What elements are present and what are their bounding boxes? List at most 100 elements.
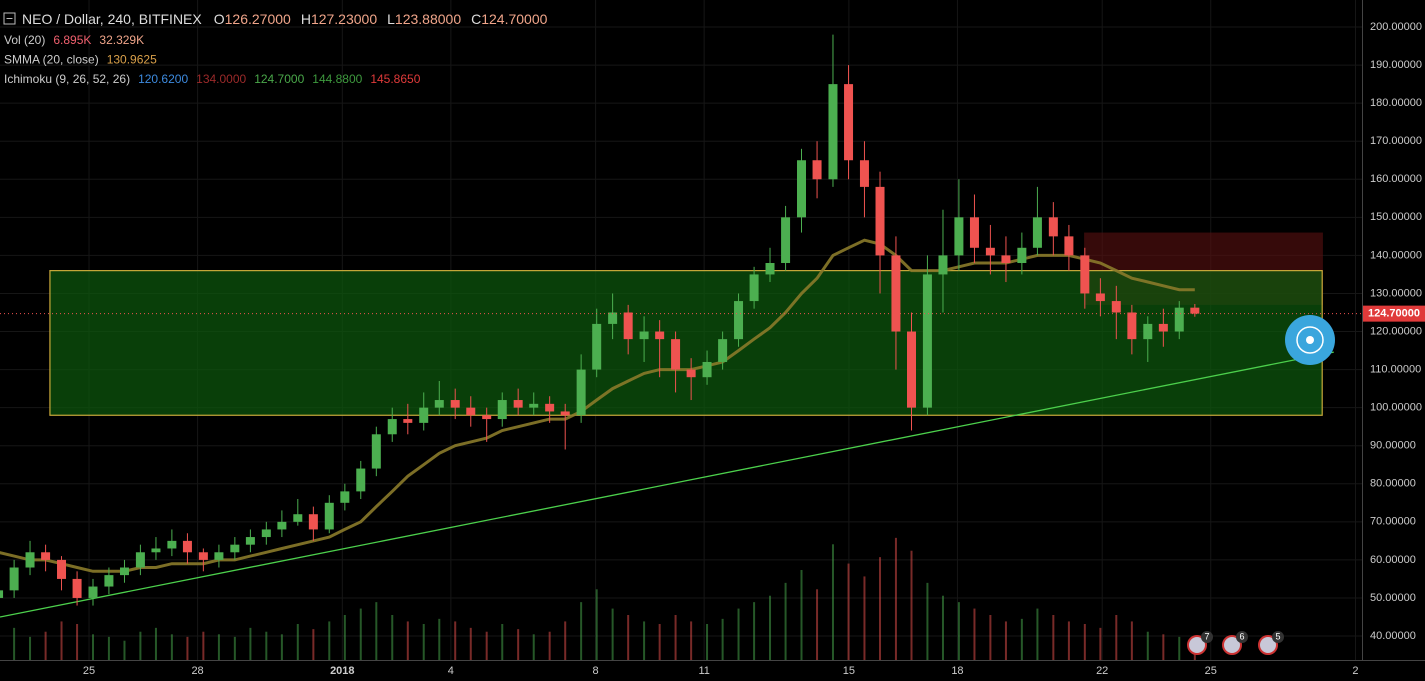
volume-bar <box>154 627 157 660</box>
volume-bar <box>831 544 834 660</box>
candle-body <box>167 540 177 549</box>
volume-bar <box>721 618 724 660</box>
candle-body <box>1064 236 1074 256</box>
y-tick-label: 160.00000 <box>1370 173 1422 185</box>
scroll-button[interactable] <box>1285 315 1335 365</box>
candle-body <box>954 217 964 256</box>
volume-bar <box>170 634 173 660</box>
volume-bar <box>517 629 520 660</box>
y-tick-label: 120.00000 <box>1370 325 1422 337</box>
volume-bar <box>280 634 283 660</box>
volume-bar <box>91 634 94 660</box>
candle-body <box>844 84 854 161</box>
price-axis-bg <box>1362 0 1425 681</box>
candle-body <box>938 255 948 275</box>
x-tick-label: 28 <box>191 665 203 677</box>
volume-bar <box>595 589 598 660</box>
volume-bar <box>1004 621 1007 660</box>
support-zone <box>49 270 1323 416</box>
ohlc-key: C <box>471 11 481 27</box>
volume-bar <box>406 621 409 660</box>
volume-bar <box>249 627 252 660</box>
volume-bar <box>847 563 850 660</box>
candle-body <box>906 331 916 408</box>
x-tick-label: 18 <box>951 665 963 677</box>
indicator-row: Ichimoku (9, 26, 52, 26) 120.6200 134.0000… <box>4 72 421 86</box>
candle-body <box>796 160 806 218</box>
y-tick-label: 140.00000 <box>1370 249 1422 261</box>
indicator-value: 120.6200 <box>138 72 188 86</box>
volume-bar <box>107 636 110 660</box>
candle-body <box>875 186 885 256</box>
volume-bar <box>1099 627 1102 660</box>
volume-bar <box>769 595 772 660</box>
volume-bar <box>217 634 220 660</box>
candle-body <box>734 301 744 340</box>
candle-body <box>702 361 712 378</box>
candle-body <box>198 552 208 560</box>
candle-body <box>1017 247 1027 264</box>
collapse-button[interactable] <box>3 12 16 25</box>
candle-body <box>277 521 287 530</box>
volume-bar <box>611 608 614 660</box>
x-tick-label: 25 <box>1205 665 1217 677</box>
candle-body <box>434 400 444 408</box>
volume-bar <box>265 631 268 660</box>
trend-line <box>0 351 1334 618</box>
candle-body <box>0 590 4 598</box>
volume-bar <box>706 624 709 660</box>
volume-bar <box>1178 636 1181 660</box>
indicator-value: 6.895K <box>53 33 91 47</box>
event-badge[interactable] <box>1187 635 1207 655</box>
candle-body <box>9 567 19 591</box>
volume-bar <box>60 621 63 660</box>
volume-bar <box>422 624 425 660</box>
volume-bar <box>973 608 976 660</box>
y-tick-label: 130.00000 <box>1370 287 1422 299</box>
volume-bar <box>1083 624 1086 660</box>
candle-body <box>671 339 681 370</box>
candle-body <box>57 559 67 579</box>
candle-body <box>104 575 114 587</box>
badge-count-bg <box>1201 631 1213 643</box>
candle-body <box>340 491 350 503</box>
candle-body <box>859 160 869 187</box>
x-tick-label: 2 <box>1352 665 1358 677</box>
badge-count: 6 <box>1239 631 1244 641</box>
ohlc-value: 123.88000 <box>395 11 461 27</box>
volume-bar <box>658 624 661 660</box>
candle-body <box>828 84 838 180</box>
volume-bar <box>296 624 299 660</box>
candle-body <box>1032 217 1042 248</box>
volume-bar <box>1162 634 1165 660</box>
legend: NEO / Dollar, 240, BITFINEX O126.27000 H12… <box>3 11 548 86</box>
volume-bar <box>29 636 32 660</box>
volume-bar <box>391 615 394 660</box>
y-tick-label: 110.00000 <box>1370 363 1421 375</box>
candle-body <box>576 369 586 416</box>
candle-body <box>781 217 791 264</box>
candle-body <box>969 217 979 248</box>
candle-body <box>41 552 51 560</box>
ohlc-key: L <box>387 11 395 27</box>
volume-bar <box>343 615 346 660</box>
event-badge[interactable] <box>1258 635 1278 655</box>
volume-bar <box>485 631 488 660</box>
volume-bar <box>233 636 236 660</box>
badge-count-bg <box>1272 631 1284 643</box>
candle-body <box>135 552 145 568</box>
time-axis-bg <box>0 660 1425 681</box>
candle-body <box>592 323 602 370</box>
event-badge[interactable] <box>1222 635 1242 655</box>
last-price-label: 124.70000 <box>1368 308 1420 320</box>
candle-body <box>513 400 523 408</box>
x-tick-label: 11 <box>698 665 709 677</box>
volume-bar <box>186 636 189 660</box>
x-tick-label: 4 <box>448 665 454 677</box>
volume-bar <box>643 621 646 660</box>
volume-bar <box>1193 651 1196 660</box>
volume-bar <box>76 624 79 660</box>
candle-body <box>1095 293 1105 302</box>
candle-body <box>1127 312 1137 340</box>
indicator-name: Vol (20) <box>4 33 45 47</box>
